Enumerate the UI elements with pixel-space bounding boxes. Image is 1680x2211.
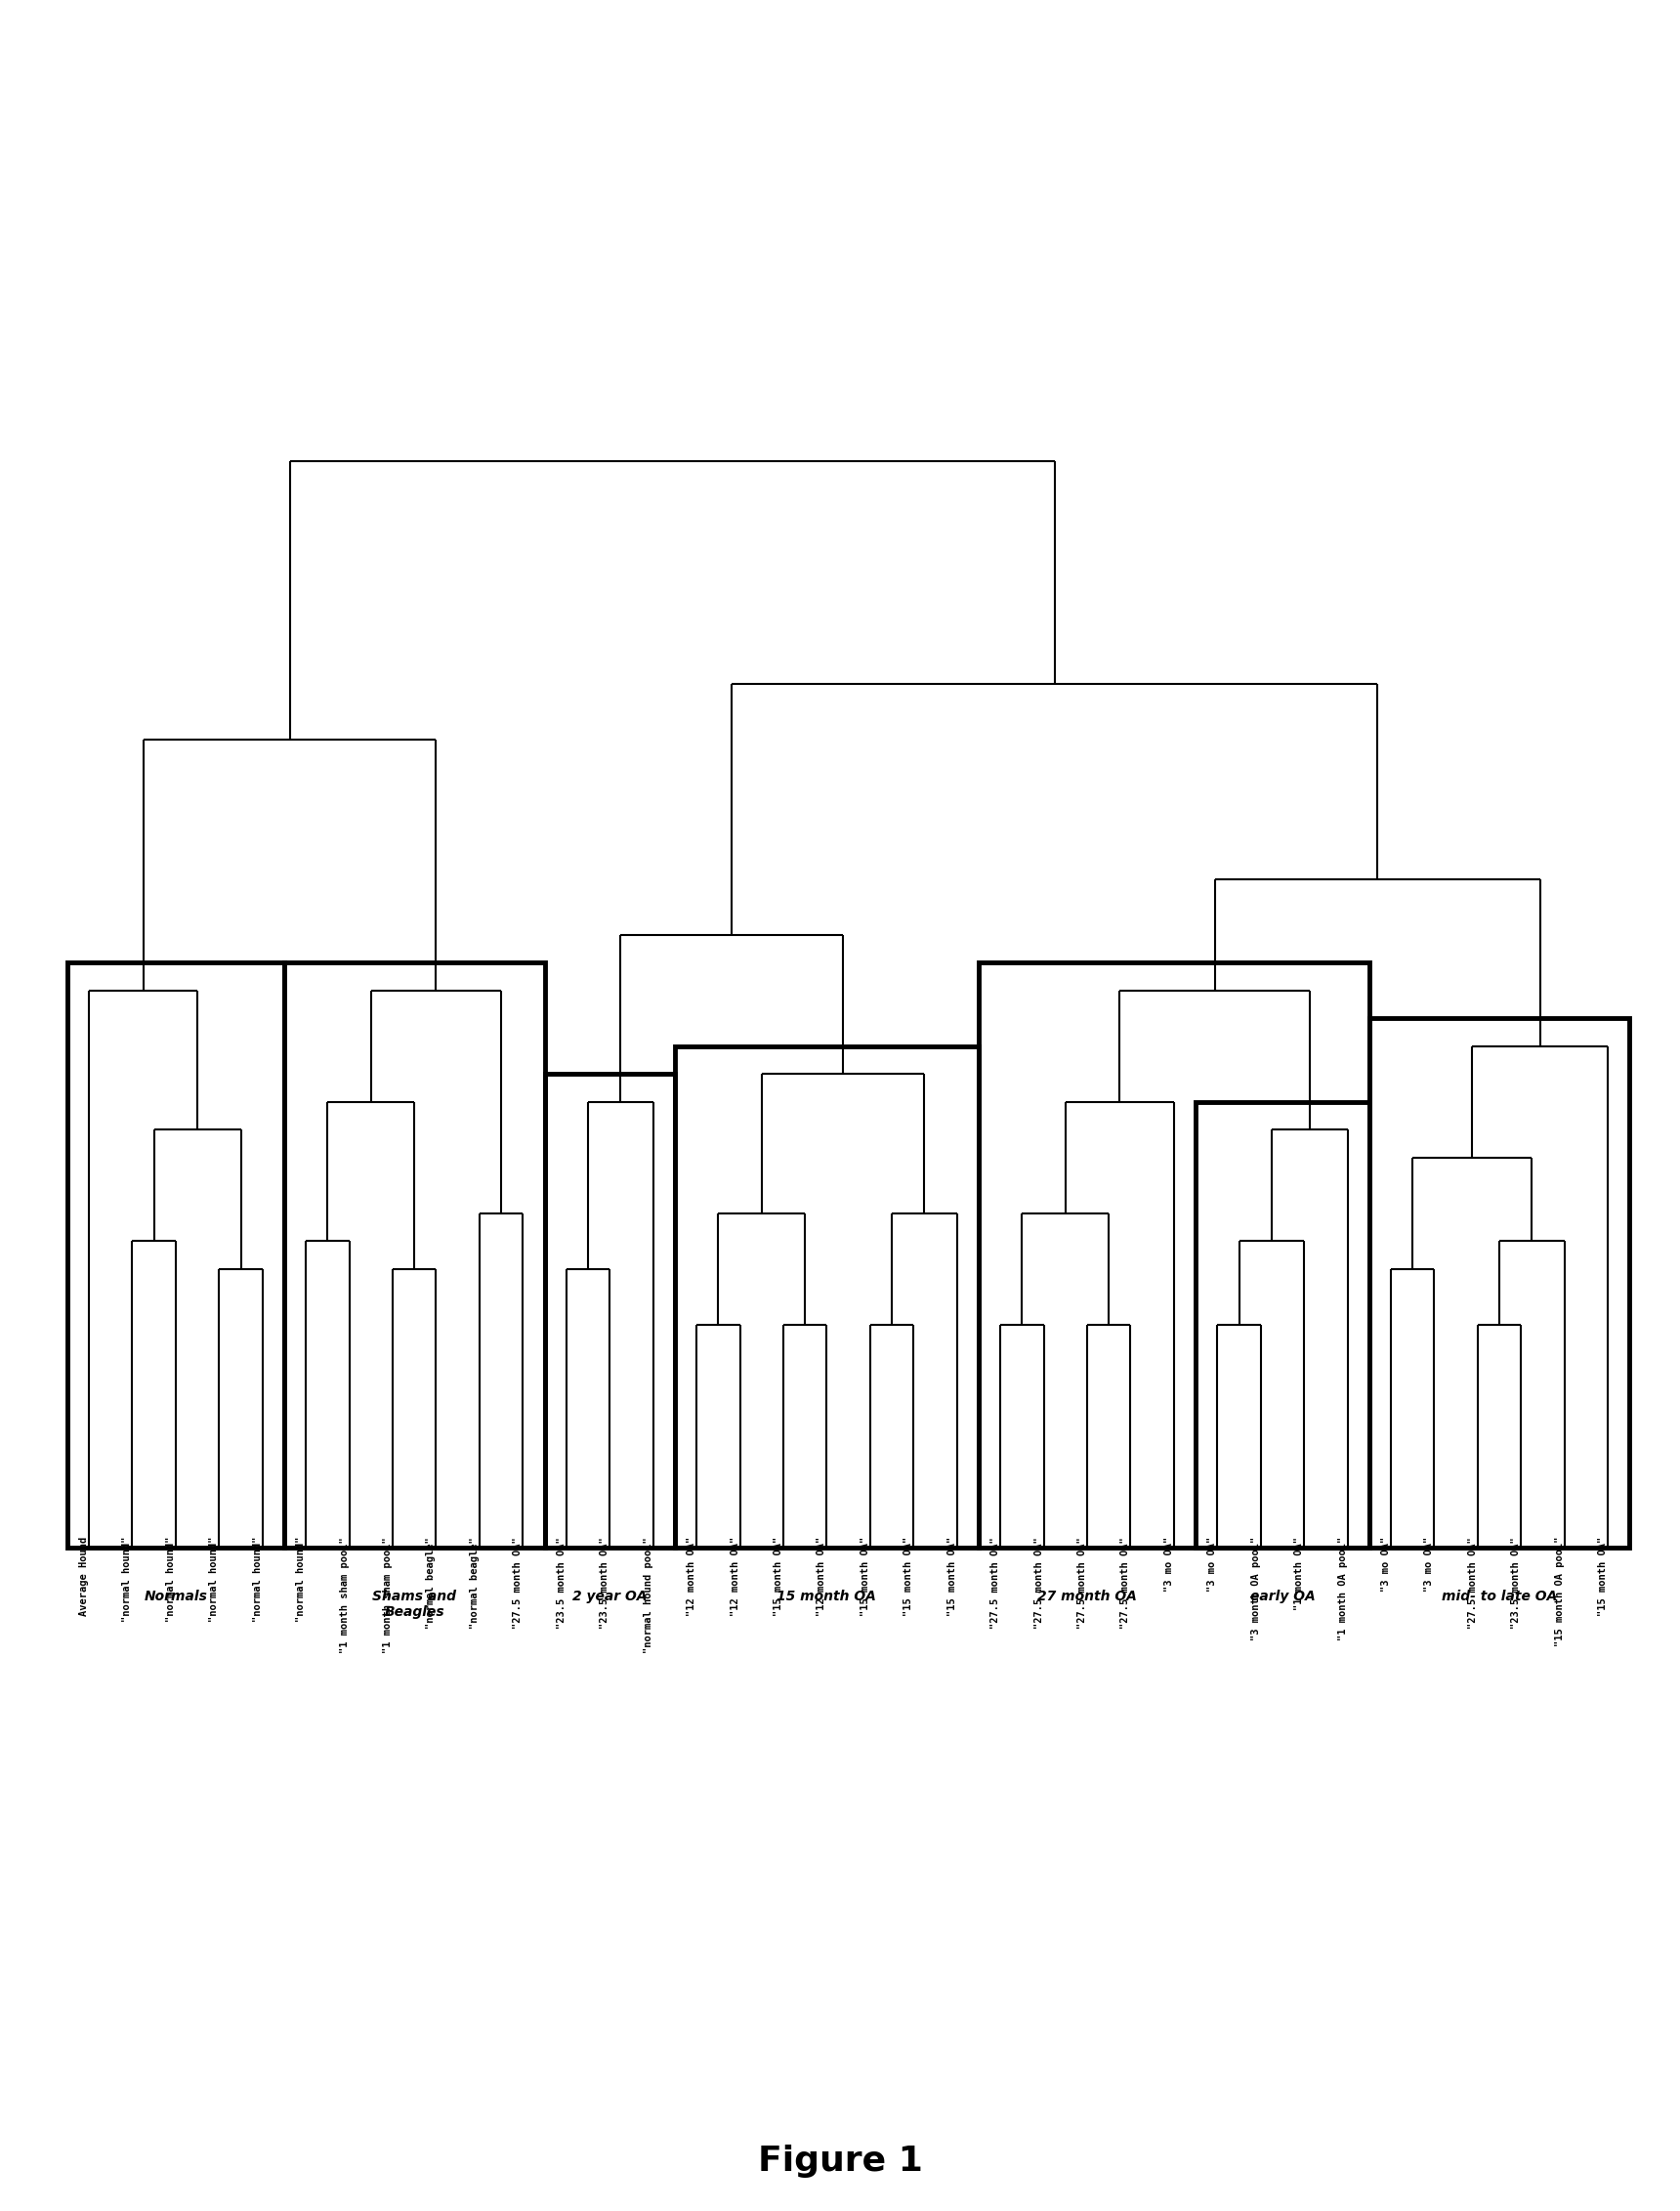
Text: "3 month OA pool": "3 month OA pool" xyxy=(1252,1537,1260,1641)
Text: "15 month OA": "15 month OA" xyxy=(904,1537,914,1616)
Text: "normal hound pool": "normal hound pool" xyxy=(643,1537,654,1652)
Text: "12 month OA": "12 month OA" xyxy=(687,1537,697,1616)
Text: "normal beagle": "normal beagle" xyxy=(470,1537,479,1627)
Bar xyxy=(544,1075,675,1548)
Bar xyxy=(1196,1101,1369,1548)
Text: "normal hound": "normal hound" xyxy=(123,1537,133,1623)
Bar xyxy=(978,962,1369,1548)
Text: "normal hound": "normal hound" xyxy=(210,1537,218,1623)
Text: mid- to late OA: mid- to late OA xyxy=(1441,1590,1557,1603)
Text: "3 mo OA": "3 mo OA" xyxy=(1381,1537,1391,1592)
Text: "27.5 month OA": "27.5 month OA" xyxy=(1033,1537,1043,1627)
Text: "12 month OA": "12 month OA" xyxy=(816,1537,827,1616)
Text: "27.5 month OA": "27.5 month OA" xyxy=(1077,1537,1087,1627)
Text: "3 mo OA": "3 mo OA" xyxy=(1164,1537,1174,1592)
Bar xyxy=(1369,1019,1630,1548)
Text: "27.5 month OA": "27.5 month OA" xyxy=(512,1537,522,1627)
Text: "3 mo OA": "3 mo OA" xyxy=(1425,1537,1435,1592)
Bar xyxy=(67,962,284,1548)
Text: Shams and
Beagles: Shams and Beagles xyxy=(373,1590,457,1618)
Text: "1 month sham pool": "1 month sham pool" xyxy=(383,1537,393,1652)
Text: "15 month OA pool": "15 month OA pool" xyxy=(1554,1537,1564,1647)
Text: Average Hound: Average Hound xyxy=(79,1537,89,1616)
Text: "normal hound": "normal hound" xyxy=(252,1537,262,1623)
Text: "1 month sham pool": "1 month sham pool" xyxy=(339,1537,349,1652)
Text: early OA: early OA xyxy=(1250,1590,1315,1603)
Text: "normal hound": "normal hound" xyxy=(166,1537,176,1623)
Text: "15 month OA": "15 month OA" xyxy=(860,1537,870,1616)
Text: "27.5 month OA": "27.5 month OA" xyxy=(1121,1537,1131,1627)
Text: "3 mo OA": "3 mo OA" xyxy=(1208,1537,1218,1592)
Text: "27.5 month OA": "27.5 month OA" xyxy=(1468,1537,1478,1627)
Text: "27.5 month OA": "27.5 month OA" xyxy=(991,1537,1000,1627)
Text: "23.5 month OA": "23.5 month OA" xyxy=(1512,1537,1520,1627)
Text: 15 month OA: 15 month OA xyxy=(776,1590,877,1603)
Text: "1 month OA": "1 month OA" xyxy=(1294,1537,1304,1610)
Text: "15 month OA": "15 month OA" xyxy=(773,1537,783,1616)
Text: "normal hound": "normal hound" xyxy=(296,1537,306,1623)
Text: Normals: Normals xyxy=(144,1590,207,1603)
Text: "1 month OA pool": "1 month OA pool" xyxy=(1337,1537,1347,1641)
Text: "23.5 month OA": "23.5 month OA" xyxy=(556,1537,566,1627)
Bar xyxy=(284,962,544,1548)
Text: 2 year OA: 2 year OA xyxy=(573,1590,647,1603)
Text: "normal beagle": "normal beagle" xyxy=(427,1537,437,1627)
Text: "15 month OA": "15 month OA" xyxy=(948,1537,958,1616)
Bar xyxy=(675,1046,978,1548)
Text: 27 month OA: 27 month OA xyxy=(1037,1590,1137,1603)
Text: "23.5 month OA": "23.5 month OA" xyxy=(600,1537,610,1627)
Text: "15 month OA": "15 month OA" xyxy=(1598,1537,1608,1616)
Text: Figure 1: Figure 1 xyxy=(758,2145,922,2178)
Text: "12 month OA": "12 month OA" xyxy=(731,1537,739,1616)
